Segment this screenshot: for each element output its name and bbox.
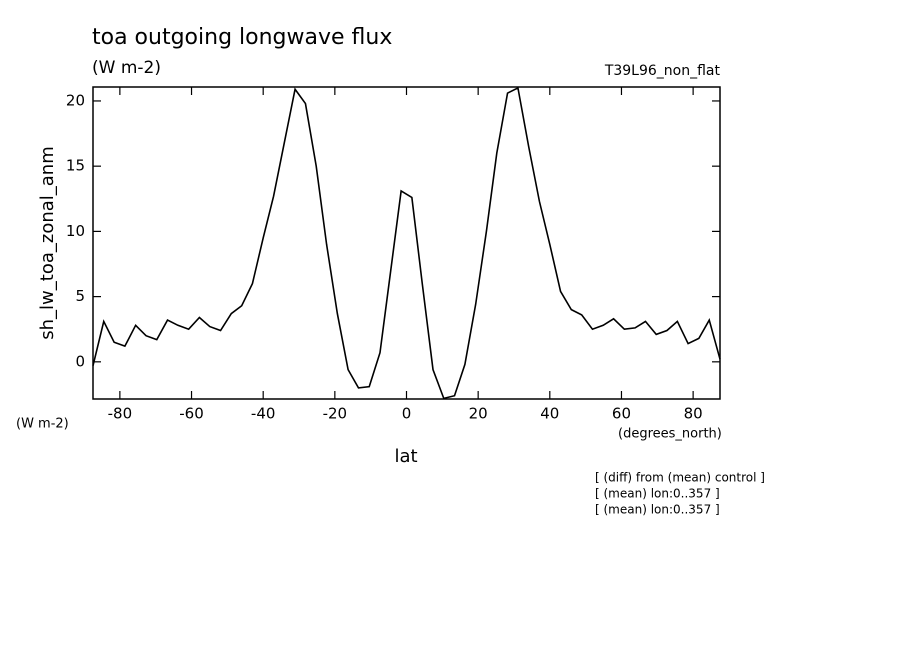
x-tick-label: -80 xyxy=(108,405,133,423)
y-tick-label: 5 xyxy=(75,287,85,305)
x-tick-label: -20 xyxy=(323,405,348,423)
x-tick-label: 60 xyxy=(612,405,631,423)
y-tick-label: 0 xyxy=(75,352,85,370)
y-units: (W m-2) xyxy=(16,417,69,432)
annotation: [ (mean) lon:0..357 ] xyxy=(595,503,720,517)
annotation: [ (diff) from (mean) control ] xyxy=(595,471,765,485)
x-units: (degrees_north) xyxy=(618,427,722,442)
plot-frame xyxy=(92,86,721,400)
y-tick-label: 20 xyxy=(66,91,85,109)
y-axis-label: sh_lw_toa_zonal_anm xyxy=(37,146,58,339)
x-axis-label: lat xyxy=(394,446,417,467)
x-tick-label: 0 xyxy=(402,405,412,423)
chart-title: toa outgoing longwave flux xyxy=(92,25,392,50)
x-tick-label: -60 xyxy=(179,405,204,423)
y-tick-label: 15 xyxy=(66,157,85,175)
annotation: [ (mean) lon:0..357 ] xyxy=(595,487,720,501)
experiment-label: T39L96_non_flat xyxy=(604,63,721,79)
x-tick-label: -40 xyxy=(251,405,276,423)
data-line xyxy=(92,86,721,400)
y-tick-label: 10 xyxy=(66,222,85,240)
chart-subtitle: (W m-2) xyxy=(92,58,161,78)
x-tick-label: 40 xyxy=(540,405,559,423)
x-tick-label: 20 xyxy=(469,405,488,423)
x-tick-label: 80 xyxy=(684,405,703,423)
